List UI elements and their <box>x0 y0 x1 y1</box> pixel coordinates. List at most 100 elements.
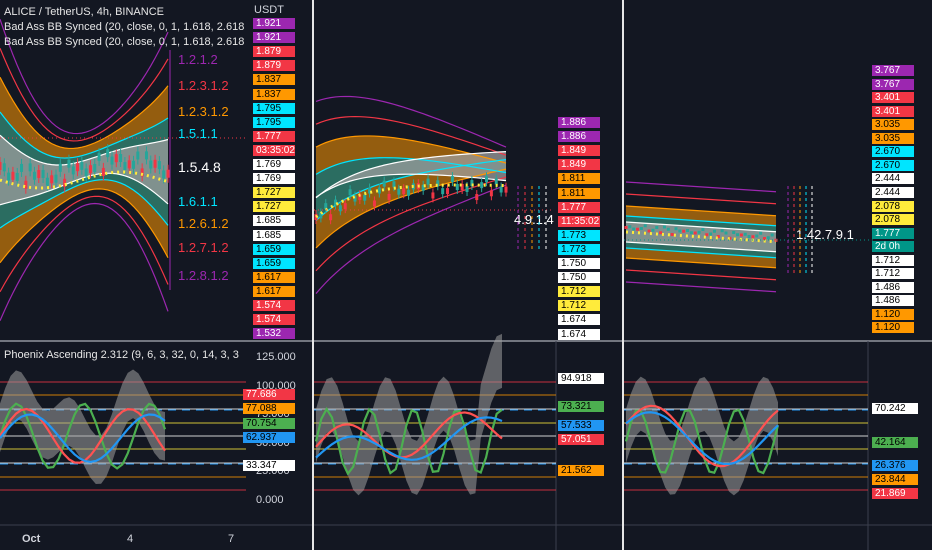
price-tag: 1.120 <box>872 308 914 320</box>
candle-body <box>377 187 381 194</box>
candle-body <box>343 203 347 210</box>
candle-body <box>93 163 97 172</box>
candle-body <box>127 160 131 169</box>
candle-body <box>655 226 659 229</box>
candle-body <box>54 174 58 183</box>
candle-body <box>166 169 170 178</box>
fib-label: 1.42.7.9.1 <box>796 227 854 242</box>
candle-body <box>647 229 651 233</box>
candle-body <box>659 231 663 235</box>
bb-lower-line <box>0 202 169 322</box>
panel-divider-1[interactable] <box>312 0 314 550</box>
price-tag: 1.837 <box>253 74 295 86</box>
bb-upper-line <box>625 221 777 233</box>
bb-lower-line <box>315 184 507 294</box>
panel3-chart-canvas[interactable]: 1.42.7.9.1 <box>624 0 932 550</box>
bb-upper-line <box>625 181 777 193</box>
osc-red-line <box>625 404 779 468</box>
osc-value-tag: 62.937 <box>243 432 295 443</box>
indicator-legend-2[interactable]: Bad Ass BB Synced (20, close, 0, 1, 1.61… <box>4 36 245 48</box>
osc-blue-line <box>315 416 503 461</box>
price-tag: 1.659 <box>253 257 295 269</box>
osc-value-tag: 21.869 <box>872 488 918 499</box>
time-label-oct: Oct <box>22 533 41 545</box>
candle-body <box>329 214 333 221</box>
price-tag: 1.777 <box>558 201 600 213</box>
price-tag: 1.617 <box>253 285 295 297</box>
fib-label: 1.2.8.1.2 <box>178 268 229 283</box>
candle-body <box>639 227 643 230</box>
osc-axis-label: 100.000 <box>256 379 296 392</box>
candle-body <box>2 163 6 172</box>
fib-label: 1.2.7.1.2 <box>178 240 229 255</box>
moving-average-dots <box>625 230 777 244</box>
osc-blue-line <box>625 411 779 466</box>
candle-body <box>338 205 342 212</box>
candle-body <box>766 236 770 240</box>
osc-value-tag: 23.844 <box>872 474 918 485</box>
candle-body <box>720 229 724 233</box>
osc-value-tag: 57.533 <box>558 420 604 431</box>
price-tag: 1.879 <box>253 46 295 58</box>
candle-body <box>697 230 701 234</box>
candle-body <box>455 184 459 191</box>
candle-body <box>37 169 41 178</box>
candle-body <box>751 235 755 239</box>
fib-label: 1.2.3.1.2 <box>178 104 229 119</box>
price-tag: 1.674 <box>558 328 600 340</box>
price-tag: 1.811 <box>558 173 600 185</box>
candle-body <box>747 235 751 238</box>
price-tag: 1.617 <box>253 271 295 283</box>
candle-body <box>0 162 2 170</box>
price-tag: 1.795 <box>253 102 295 114</box>
price-tag: 1.795 <box>253 116 295 128</box>
symbol-title[interactable]: ALICE / TetherUS, 4h, BINANCE <box>4 6 164 18</box>
price-tag: 1.769 <box>253 159 295 170</box>
candle-body <box>705 233 709 237</box>
candle-body <box>701 228 705 231</box>
panel2-chart-canvas[interactable]: 4.9.1.4 <box>314 0 622 550</box>
candle-body <box>465 186 469 193</box>
candle-body <box>470 180 474 187</box>
candle-body <box>732 231 736 234</box>
bb-upper-line <box>0 19 169 135</box>
price-tag: 3.035 <box>872 119 914 131</box>
candle-body <box>460 183 464 190</box>
candle-body <box>678 229 682 233</box>
osc-value-tag: 33.347 <box>243 460 295 471</box>
bb-upper-line <box>625 215 777 227</box>
chart-panel-1[interactable]: 1.2.1.2 1.2.3.1.2 1.2.3.1.2 1.5.1.1 1.5.4.8 1… <box>0 0 312 550</box>
price-tag: 2.670 <box>872 159 914 171</box>
candle-body <box>670 233 674 236</box>
candle-body <box>363 194 367 201</box>
oscillator-legend[interactable]: Phoenix Ascending 2.312 (9, 6, 3, 32, 0,… <box>4 349 239 361</box>
osc-value-tag: 26.376 <box>872 460 918 471</box>
indicator-legend-1[interactable]: Bad Ass BB Synced (20, close, 0, 1, 1.61… <box>4 21 245 33</box>
osc-green-line <box>0 402 167 470</box>
osc-axis-label: 125.000 <box>256 351 296 363</box>
osc-grey-area <box>626 376 778 496</box>
candle-body <box>333 199 337 206</box>
candle-body <box>770 233 774 237</box>
price-tag: 1.879 <box>253 60 295 72</box>
chart-panel-3[interactable]: 1.42.7.9.1 3.767 3.767 3.401 3.401 3.035 3.03… <box>624 0 932 550</box>
time-label-4: 4 <box>127 533 134 545</box>
price-tag: 2.444 <box>872 173 914 185</box>
candle-body <box>76 163 80 172</box>
candle-body <box>736 233 740 237</box>
candle-body <box>628 225 632 229</box>
osc-value-tag: 73.321 <box>558 401 604 412</box>
panel1-chart-canvas[interactable]: 1.2.1.2 1.2.3.1.2 1.2.3.1.2 1.5.1.1 1.5.4.8 1… <box>0 0 312 550</box>
candle-body <box>392 181 396 188</box>
bb-upper-line <box>625 193 777 205</box>
candle-body <box>7 172 11 181</box>
candle-body <box>450 176 454 183</box>
price-tag: 1.773 <box>558 243 600 255</box>
moving-average-dots <box>315 183 507 219</box>
bb-lower-line <box>0 188 169 264</box>
chart-panel-2[interactable]: 4.9.1.4 1.886 1.886 1.849 1.849 1.811 1.811 1.… <box>314 0 622 550</box>
price-tag: 1.659 <box>253 243 295 255</box>
panel-divider-2[interactable] <box>622 0 624 550</box>
price-tag: 1.574 <box>253 300 295 311</box>
price-tag: 1.727 <box>253 201 295 213</box>
